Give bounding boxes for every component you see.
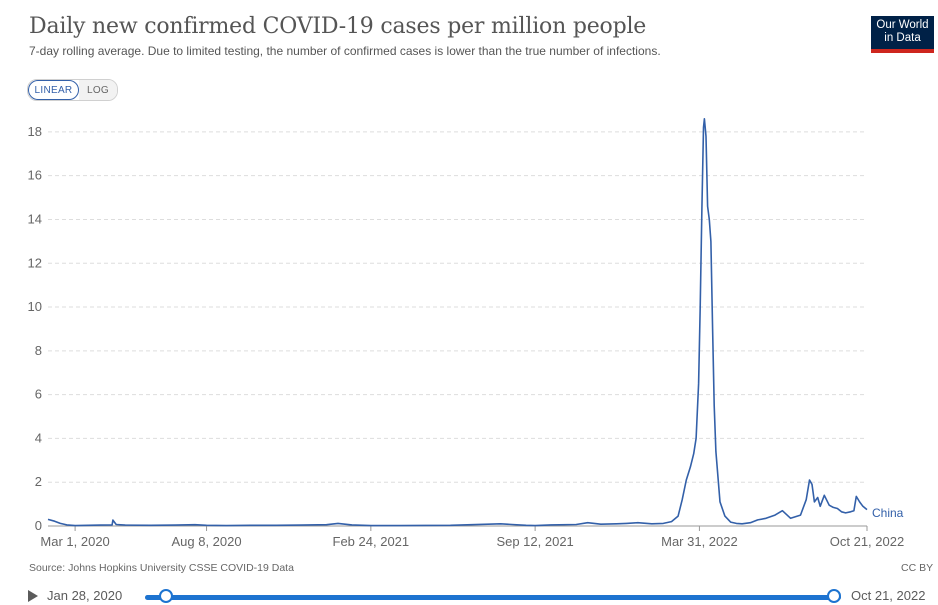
source-note: Source: Johns Hopkins University CSSE CO… bbox=[29, 562, 294, 574]
x-tick-label: Oct 21, 2022 bbox=[830, 534, 904, 549]
y-tick-label: 4 bbox=[35, 430, 42, 445]
scale-toggle: LINEAR LOG bbox=[27, 79, 118, 101]
chart-subtitle: 7-day rolling average. Due to limited te… bbox=[29, 44, 661, 58]
x-tick-label: Aug 8, 2020 bbox=[171, 534, 241, 549]
play-icon[interactable] bbox=[28, 590, 38, 602]
x-tick-label: Mar 1, 2020 bbox=[40, 534, 109, 549]
timeline-track[interactable] bbox=[145, 595, 841, 600]
linear-scale-button[interactable]: LINEAR bbox=[28, 80, 79, 100]
series-label-china: China bbox=[872, 506, 904, 520]
line-chart: 0 2 4 6 8 10 12 14 16 18 Mar 1, 2020 Aug 8, 2020 Feb… bbox=[28, 118, 904, 549]
chart-title: Daily new confirmed COVID-19 cases per m… bbox=[29, 14, 647, 39]
timeline-end-handle[interactable] bbox=[827, 589, 841, 603]
y-tick-label: 0 bbox=[35, 518, 42, 533]
x-tick-label: Mar 31, 2022 bbox=[661, 534, 738, 549]
timeline-selected-range bbox=[145, 595, 841, 600]
timeline-start-label: Jan 28, 2020 bbox=[47, 588, 123, 603]
y-tick-label: 14 bbox=[28, 211, 42, 226]
y-tick-label: 18 bbox=[28, 124, 42, 139]
timeline-start-handle[interactable] bbox=[159, 589, 173, 603]
logo-line2: in Data bbox=[884, 32, 921, 44]
x-tick-label: Feb 24, 2021 bbox=[333, 534, 410, 549]
y-tick-label: 8 bbox=[35, 343, 42, 358]
logo-line1: Our World bbox=[876, 19, 929, 31]
y-tick-label: 12 bbox=[28, 255, 42, 270]
owid-logo[interactable]: Our World in Data bbox=[871, 16, 934, 53]
y-tick-label: 10 bbox=[28, 299, 42, 314]
y-tick-label: 6 bbox=[35, 387, 42, 402]
x-tick-label: Sep 12, 2021 bbox=[496, 534, 573, 549]
series-line-china bbox=[47, 118, 868, 527]
license-link[interactable]: CC BY bbox=[901, 562, 934, 574]
log-scale-button[interactable]: LOG bbox=[79, 80, 117, 100]
y-tick-label: 16 bbox=[28, 168, 42, 183]
timeline-end-label: Oct 21, 2022 bbox=[851, 588, 926, 603]
logo-accent-bar bbox=[871, 49, 934, 53]
y-tick-label: 2 bbox=[35, 474, 42, 489]
